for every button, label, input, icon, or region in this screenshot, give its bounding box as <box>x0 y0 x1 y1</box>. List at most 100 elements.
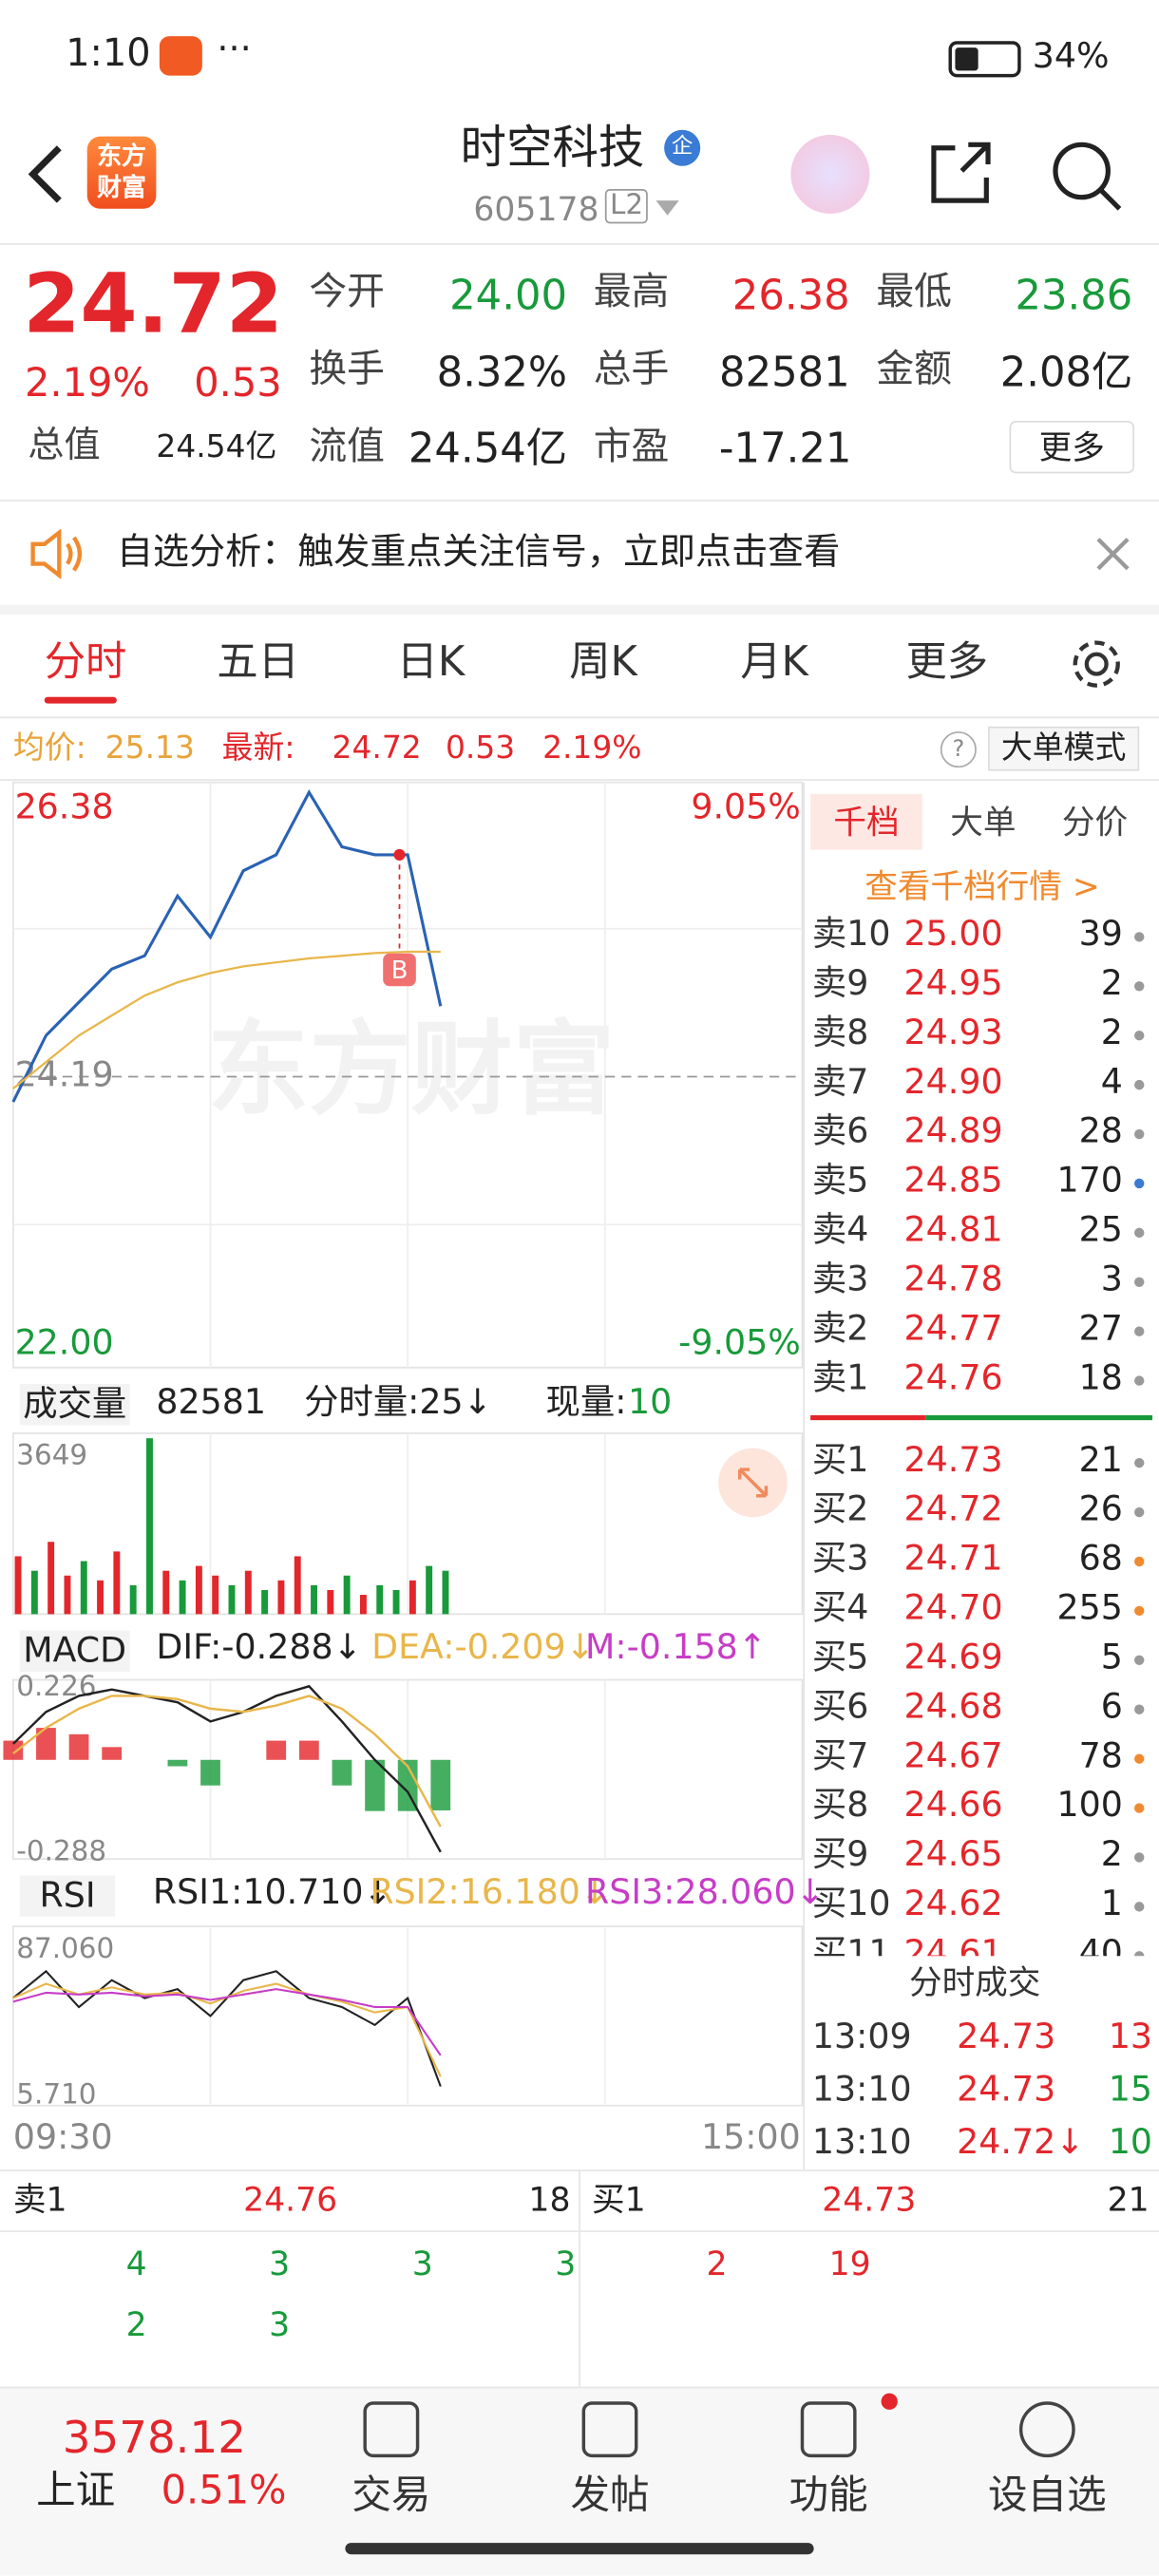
index-name[interactable]: 上证 <box>36 2467 116 2513</box>
book-price: 24.89 <box>903 1110 1003 1151</box>
nav-label[interactable]: 设自选 <box>988 2472 1107 2519</box>
book-volume: 27 <box>1078 1308 1123 1349</box>
dropdown-arrow[interactable] <box>655 198 681 218</box>
book-label: 买4 <box>811 1587 869 1628</box>
app-logo[interactable]: 东方财富 <box>86 136 157 209</box>
book-tab[interactable]: 分价 <box>1061 802 1129 843</box>
book-label: 卖2 <box>811 1308 869 1349</box>
book-price: 24.61 <box>903 1933 1003 1957</box>
book-dot <box>1134 1227 1145 1239</box>
index-pct[interactable]: 0.51% <box>161 2467 287 2513</box>
volume-bar <box>30 1570 38 1615</box>
book-tab[interactable]: 千档 <box>810 793 922 850</box>
book-dot <box>1134 1277 1145 1287</box>
volume-bar <box>179 1580 186 1615</box>
book-link[interactable]: 查看千档行情 > <box>864 865 1100 906</box>
macd-bar <box>68 1733 89 1760</box>
volume-bar <box>80 1561 87 1615</box>
trade-volume: 10 <box>1108 2122 1153 2162</box>
avg-price: 25.13 <box>104 729 195 767</box>
book-label: 卖10 <box>811 914 891 954</box>
close-banner[interactable] <box>1095 536 1131 572</box>
book-price: 24.62 <box>903 1884 1003 1923</box>
time-label: 09:30 <box>12 2116 113 2157</box>
battery-icon <box>948 41 1021 78</box>
nav-label[interactable]: 发帖 <box>570 2472 650 2519</box>
nav-label[interactable]: 交易 <box>352 2472 431 2519</box>
book-tab[interactable]: 大单 <box>950 802 1016 843</box>
tab[interactable]: 分时 <box>44 637 127 686</box>
book-label: 买3 <box>811 1538 869 1579</box>
field-value: 2.08亿 <box>999 348 1133 397</box>
field-label: 换手 <box>309 348 385 391</box>
index-value[interactable]: 3578.12 <box>62 2413 246 2465</box>
book-price: 24.85 <box>903 1160 1003 1201</box>
settings-button[interactable] <box>1067 635 1126 693</box>
volume-bar <box>212 1575 219 1615</box>
book-volume: 25 <box>1078 1209 1123 1250</box>
tab[interactable]: 日K <box>396 637 466 686</box>
book-volume: 28 <box>1078 1110 1123 1151</box>
tab[interactable]: 更多 <box>905 637 989 686</box>
book-price: 24.70 <box>903 1587 1003 1628</box>
nav-label[interactable]: 功能 <box>788 2472 868 2519</box>
volume-title[interactable]: 成交量 <box>19 1384 130 1426</box>
book-volume: 6 <box>1100 1686 1123 1727</box>
app-notification-icon <box>159 36 202 76</box>
bid-queue: 19 <box>828 2244 871 2283</box>
volume-bar <box>327 1589 334 1615</box>
y-tick-label: 87.060 <box>16 1932 114 1964</box>
rsi-title[interactable]: RSI <box>19 1875 116 1917</box>
back-button[interactable] <box>23 142 72 207</box>
big-order-mode[interactable]: 大单模式 <box>988 726 1140 771</box>
book-dot <box>1134 981 1145 992</box>
stock-code: 605178 <box>473 189 599 229</box>
book-label: 买11 <box>811 1933 891 1957</box>
search-button[interactable] <box>1049 138 1125 214</box>
bottom-ask-label: 卖1 <box>12 2179 67 2220</box>
book-price: 24.76 <box>903 1357 1003 1397</box>
book-volume: 2 <box>1100 963 1123 1003</box>
nav-icon[interactable] <box>1018 2401 1075 2458</box>
macd-bar <box>167 1759 188 1767</box>
time-label: 15:00 <box>701 2116 801 2157</box>
divider <box>0 779 1159 781</box>
banner-text[interactable]: 自选分析：触发重点关注信号，立即点击查看 <box>116 532 841 574</box>
volume-bar <box>392 1589 400 1615</box>
book-price: 24.90 <box>903 1061 1003 1102</box>
more-button[interactable]: 更多 <box>1009 421 1135 474</box>
trades-title[interactable]: 分时成交 <box>908 1962 1041 2002</box>
period-volume: 分时量:25↓ <box>304 1382 493 1422</box>
share-button[interactable] <box>925 138 995 207</box>
assistant-avatar[interactable] <box>790 134 870 214</box>
latest-change-pct: 2.19% <box>542 729 642 767</box>
nav-icon[interactable] <box>363 2401 420 2458</box>
book-volume: 26 <box>1078 1488 1123 1529</box>
book-label: 买1 <box>811 1439 869 1480</box>
help-icon[interactable]: ? <box>940 731 977 768</box>
book-volume: 100 <box>1056 1785 1123 1825</box>
macd-title[interactable]: MACD <box>19 1630 130 1672</box>
volume-bar <box>359 1595 367 1615</box>
volume-bar <box>228 1584 236 1615</box>
latest-price: 24.72 <box>332 729 422 767</box>
tab[interactable]: 周K <box>569 637 637 686</box>
volume-bar <box>162 1570 170 1615</box>
nav-icon[interactable] <box>800 2401 857 2458</box>
book-label: 卖4 <box>811 1209 869 1250</box>
book-volume: 4 <box>1100 1061 1123 1102</box>
volume-bar <box>244 1570 252 1615</box>
tab[interactable]: 月K <box>740 637 808 686</box>
field-label: 金额 <box>876 348 952 391</box>
book-volume: 2 <box>1100 1012 1123 1052</box>
book-volume: 255 <box>1056 1587 1123 1628</box>
y-tick-label: 5.710 <box>16 2077 96 2110</box>
nav-icon[interactable] <box>581 2401 638 2458</box>
bottom-ask-volume: 18 <box>528 2179 571 2220</box>
macd-bar <box>102 1747 123 1760</box>
book-price: 24.81 <box>903 1209 1003 1250</box>
tab[interactable]: 五日 <box>217 637 299 686</box>
level-badge[interactable]: L2 <box>604 189 649 224</box>
book-volume: 2 <box>1100 1834 1123 1874</box>
